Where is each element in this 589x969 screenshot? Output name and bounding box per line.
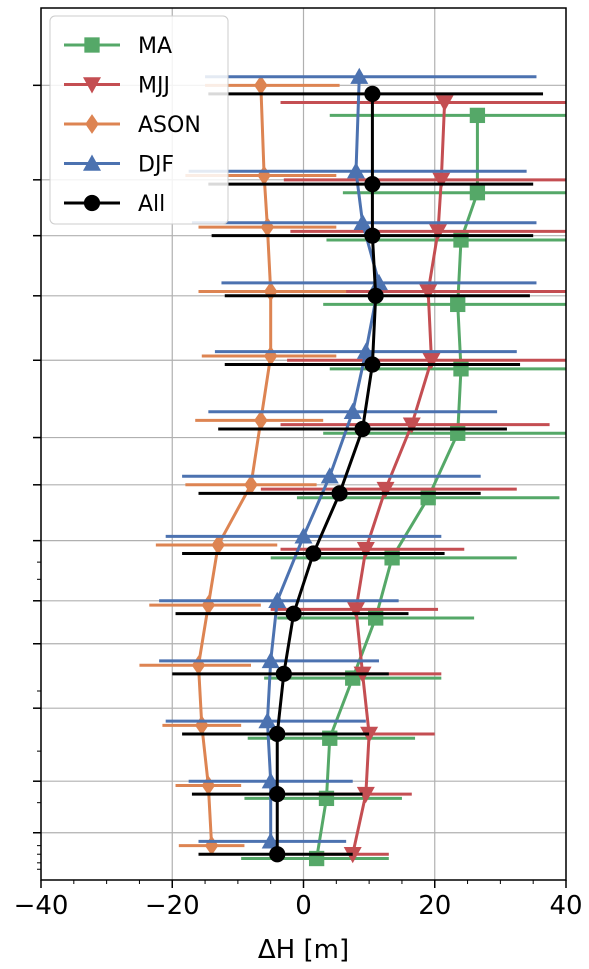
legend-marker	[83, 77, 101, 94]
legend-label: DJF	[138, 153, 174, 178]
data-point	[356, 786, 375, 804]
data-point	[364, 176, 381, 193]
data-point	[285, 605, 302, 622]
data-point	[261, 651, 280, 669]
data-point	[257, 165, 271, 186]
axis-ticks: −40 −20 0 20 40	[14, 84, 583, 921]
legend-label: MA	[138, 34, 172, 59]
data-point	[261, 832, 280, 849]
legend-item-ma: MA	[64, 34, 172, 59]
data-point	[269, 846, 286, 863]
data-point	[343, 402, 362, 419]
data-point	[204, 835, 219, 856]
data-point	[258, 712, 277, 729]
data-point	[201, 775, 216, 796]
data-point	[429, 224, 448, 241]
data-point	[195, 715, 209, 736]
x-tick-label: 20	[418, 891, 451, 921]
legend-label: MJJ	[138, 74, 170, 99]
legend-item-mjj: MJJ	[64, 74, 170, 99]
data-point	[422, 353, 441, 370]
series-all	[172, 85, 544, 863]
data-point	[260, 217, 275, 237]
x-tick-label: 40	[549, 891, 582, 921]
data-point	[356, 342, 375, 359]
series-line	[351, 102, 447, 855]
data-point	[263, 346, 278, 366]
legend: MA MJJ ASON DJF All	[49, 15, 229, 225]
legend-marker	[83, 154, 101, 171]
data-point	[261, 772, 280, 789]
data-point	[376, 481, 395, 499]
series-djf	[159, 67, 537, 849]
x-axis-label: ΔH [m]	[258, 935, 349, 965]
data-point	[269, 785, 286, 803]
legend-label: All	[138, 192, 165, 217]
data-point	[353, 213, 372, 230]
data-point	[347, 162, 365, 179]
data-point	[356, 542, 375, 559]
legend-label: ASON	[138, 113, 201, 138]
data-point	[364, 227, 381, 244]
data-point	[364, 85, 381, 103]
data-point	[254, 75, 268, 96]
legend-box	[49, 15, 229, 225]
legend-marker	[85, 114, 99, 134]
data-point	[294, 527, 313, 544]
data-point	[275, 665, 292, 682]
data-point	[320, 467, 339, 484]
data-point	[191, 655, 206, 676]
series-mjj	[260, 95, 566, 864]
legend-marker	[83, 194, 101, 212]
data-point	[331, 485, 348, 502]
data-point	[347, 602, 365, 619]
data-point	[354, 420, 371, 438]
data-point	[244, 474, 258, 495]
data-point	[469, 185, 486, 201]
legend-item-djf: DJF	[64, 153, 174, 178]
x-tick-label: 0	[295, 891, 312, 921]
data-point	[305, 545, 322, 562]
data-point	[211, 535, 225, 555]
x-tick-label: −20	[145, 891, 200, 921]
data-point	[402, 417, 421, 434]
data-point	[269, 725, 286, 743]
series-ma	[241, 107, 566, 867]
data-point	[367, 287, 384, 304]
legend-item-all: All	[64, 192, 165, 217]
data-point	[263, 281, 278, 302]
data-point	[364, 356, 381, 373]
x-tick-label: −40	[14, 891, 69, 921]
data-point	[432, 172, 451, 189]
data-point	[450, 296, 466, 313]
data-point	[201, 595, 216, 615]
data-point	[435, 95, 454, 112]
legend-marker	[84, 37, 100, 53]
data-point	[254, 410, 268, 431]
data-point	[350, 67, 369, 84]
data-point	[268, 591, 287, 608]
legend-item-ason: ASON	[64, 113, 201, 138]
data-point	[419, 284, 438, 301]
series-layer	[139, 67, 566, 867]
data-point	[469, 107, 486, 124]
